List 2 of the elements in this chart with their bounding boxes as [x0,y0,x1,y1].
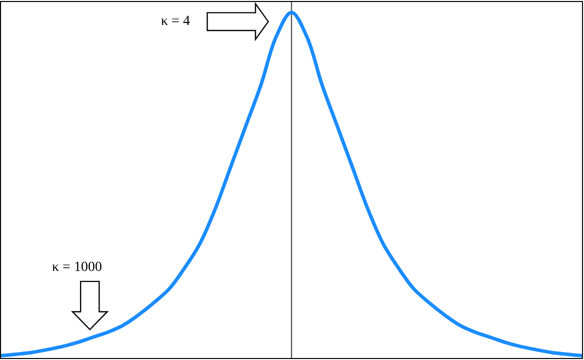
annotation: κ = 4 [161,14,190,29]
annotation: κ = 1000 [52,260,102,275]
